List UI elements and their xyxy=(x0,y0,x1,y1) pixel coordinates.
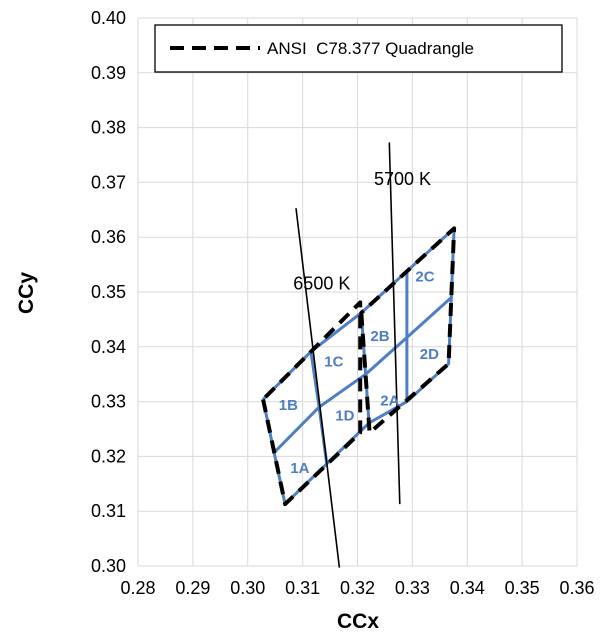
y-tick-label: 0.37 xyxy=(91,172,126,192)
x-tick-label: 0.33 xyxy=(395,578,430,598)
y-tick-label: 0.34 xyxy=(91,337,126,357)
bin-label: 2D xyxy=(420,346,439,363)
y-tick-label: 0.31 xyxy=(91,501,126,521)
bin-label: 1B xyxy=(279,397,298,414)
cct-label: 5700 K xyxy=(374,169,431,189)
x-tick-label: 0.36 xyxy=(559,578,594,598)
cct-labels: 6500 K 5700 K xyxy=(293,169,431,293)
bin-label: 1C xyxy=(324,354,343,371)
cct-label: 6500 K xyxy=(293,273,350,293)
bin-labels: 1A 1B 1C 1D 2A 2B 2C 2D xyxy=(279,269,439,477)
x-tick-label: 0.32 xyxy=(340,578,375,598)
y-tick-label: 0.30 xyxy=(91,556,126,576)
bin-label: 1D xyxy=(335,407,354,424)
x-tick-label: 0.30 xyxy=(230,578,265,598)
y-tick-label: 0.36 xyxy=(91,227,126,247)
x-axis-ticks: 0.28 0.29 0.30 0.31 0.32 0.33 0.34 0.35 0.36 xyxy=(120,578,594,598)
ansi-quadrangle xyxy=(359,226,457,435)
cct-lines xyxy=(295,142,401,568)
grid xyxy=(137,17,578,567)
legend: ANSI C78.377 Quadrangle xyxy=(154,24,563,73)
y-tick-label: 0.33 xyxy=(91,392,126,412)
y-tick-label: 0.38 xyxy=(91,118,126,138)
x-tick-label: 0.28 xyxy=(120,578,155,598)
y-axis-ticks: 0.30 0.31 0.32 0.33 0.34 0.35 0.36 0.37 0.38 0.39… xyxy=(91,8,126,576)
y-tick-label: 0.40 xyxy=(91,8,126,28)
y-axis-title: CCy xyxy=(15,272,38,314)
x-axis-title: CCx xyxy=(337,610,379,633)
y-tick-label: 0.39 xyxy=(91,63,126,83)
ansi-quadrangle xyxy=(261,300,363,507)
quadrangles xyxy=(261,226,457,507)
bin-label: 2A xyxy=(380,393,399,410)
x-tick-label: 0.35 xyxy=(505,578,540,598)
x-tick-label: 0.31 xyxy=(285,578,320,598)
bin-label: 2B xyxy=(370,328,389,345)
x-tick-label: 0.34 xyxy=(450,578,485,598)
bin-label: 2C xyxy=(415,269,434,286)
legend-label: ANSI C78.377 Quadrangle xyxy=(267,39,474,58)
y-tick-label: 0.32 xyxy=(91,446,126,466)
y-tick-label: 0.35 xyxy=(91,282,126,302)
cct-line xyxy=(388,142,401,505)
bin-label: 1A xyxy=(290,460,309,477)
cct-line xyxy=(295,208,341,568)
x-tick-label: 0.29 xyxy=(175,578,210,598)
